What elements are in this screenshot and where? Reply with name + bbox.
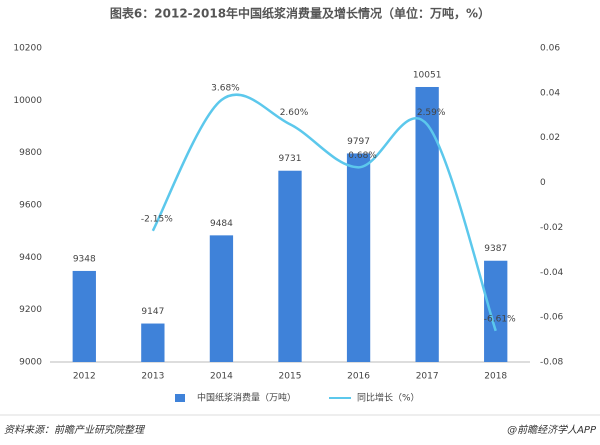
brand-note: @前瞻经济学人APP [507, 424, 597, 436]
bar-value-label: 9484 [210, 219, 233, 229]
bar [141, 323, 165, 362]
x-tick-label: 2015 [279, 372, 302, 382]
bar [346, 153, 371, 362]
legend-label: 中国纸浆消费量（万吨） [197, 392, 296, 404]
bar-value-label: 9147 [141, 307, 164, 317]
bar [415, 86, 439, 362]
source-note: 资料来源：前瞻产业研究院整理 [4, 424, 146, 436]
y2-tick-label: 0.06 [540, 44, 560, 54]
x-tick-label: 2018 [484, 372, 507, 382]
y-tick-label: 10000 [13, 96, 42, 106]
x-tick-label: 2013 [141, 372, 164, 382]
y2-tick-label: -0.04 [540, 268, 564, 278]
line-value-label: 0.68% [348, 151, 377, 161]
x-tick-label: 2016 [347, 372, 370, 382]
bar [278, 170, 302, 362]
legend-swatch [175, 394, 185, 402]
y2-tick-label: 0 [540, 178, 546, 188]
x-tick-label: 2014 [210, 372, 233, 382]
y2-tick-label: -0.08 [540, 358, 564, 368]
y-tick-label: 10200 [13, 44, 42, 54]
y2-tick-label: 0.04 [540, 88, 560, 98]
line-value-label: -6.61% [484, 314, 516, 324]
bar-value-label: 9348 [73, 254, 96, 264]
line-value-label: 2.59% [417, 108, 446, 118]
y-tick-label: 9600 [19, 201, 42, 211]
y2-tick-label: 0.02 [540, 133, 560, 143]
growth-line [151, 93, 497, 332]
line-value-label: 3.68% [211, 84, 240, 94]
x-tick-label: 2017 [416, 372, 439, 382]
y-tick-label: 9400 [19, 253, 42, 263]
bar-value-label: 9387 [484, 244, 507, 254]
y-tick-label: 9000 [19, 358, 42, 368]
bar [484, 260, 508, 362]
bar-value-label: 10051 [413, 70, 442, 80]
bar [72, 270, 96, 362]
line-value-label: 2.60% [280, 108, 309, 118]
bar-value-label: 9731 [279, 154, 302, 164]
y-tick-label: 9200 [19, 305, 42, 315]
y-tick-label: 9800 [19, 148, 42, 158]
line-value-label: -2.15% [141, 214, 173, 224]
chart-title: 图表6：2012-2018年中国纸浆消费量及增长情况（单位：万吨，%） [110, 6, 490, 21]
legend-label: 同比增长（%） [357, 392, 420, 404]
y2-tick-label: -0.06 [540, 313, 564, 323]
bar-value-label: 9797 [347, 137, 370, 147]
bar [209, 235, 234, 362]
x-tick-label: 2012 [73, 372, 96, 382]
y2-tick-label: -0.02 [540, 223, 563, 233]
